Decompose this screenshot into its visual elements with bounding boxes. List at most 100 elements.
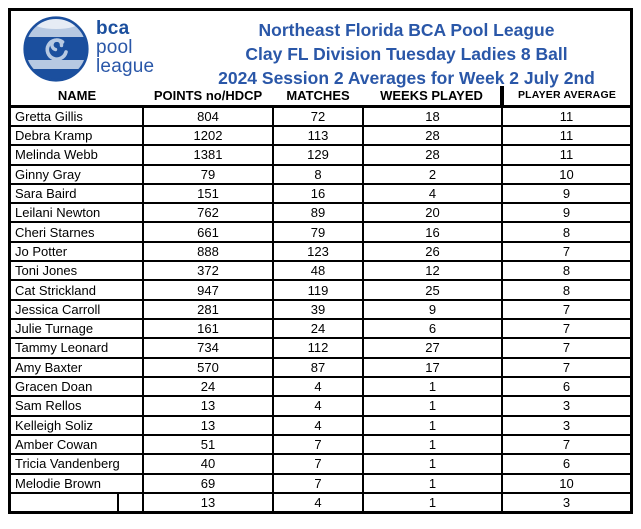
- average-cell: 9: [501, 202, 630, 224]
- points-cell: 804: [142, 105, 274, 127]
- col-header-weeks: WEEKS PLAYED: [363, 86, 502, 108]
- table-row: Amy Baxter 570 87 17 7: [11, 356, 630, 378]
- average-cell: 3: [501, 414, 630, 436]
- table-row: Cat Strickland 947 119 25 8: [11, 279, 630, 301]
- table-row: Jessica Carroll 281 39 9 7: [11, 298, 630, 321]
- table-footer-row: 13 4 1 3: [11, 491, 630, 511]
- matches-cell: 119: [272, 279, 364, 301]
- points-cell: 51: [142, 433, 274, 456]
- table-row: Melinda Webb 1381 129 28 11: [11, 144, 630, 166]
- title-line-2: Clay FL Division Tuesday Ladies 8 Ball: [245, 44, 568, 64]
- points-cell: 161: [142, 317, 274, 340]
- table-row: Kelleigh Soliz 13 4 1 3: [11, 414, 630, 436]
- logo-text-pool: pool: [96, 37, 133, 58]
- weeks-cell: 20: [362, 202, 503, 224]
- weeks-cell: 16: [362, 221, 503, 243]
- weeks-cell: 28: [362, 124, 503, 147]
- weeks-cell: 25: [362, 279, 503, 301]
- matches-cell: 72: [272, 105, 364, 127]
- logo-text-bca: bca: [96, 18, 130, 39]
- weeks-cell: 4: [362, 182, 503, 205]
- player-name-cell: Amy Baxter: [11, 356, 144, 378]
- points-cell: 24: [142, 375, 274, 398]
- table-row: Leilani Newton 762 89 20 9: [11, 202, 630, 224]
- player-name-cell: Melinda Webb: [11, 144, 144, 166]
- weeks-cell: 1: [362, 491, 503, 511]
- title-line-1: Northeast Florida BCA Pool League: [258, 20, 555, 40]
- table-row: Tammy Leonard 734 112 27 7: [11, 337, 630, 359]
- matches-cell: 87: [272, 356, 364, 378]
- bca-logo: bca pool league: [11, 11, 183, 82]
- points-cell: 13: [142, 491, 274, 511]
- average-cell: 7: [501, 240, 630, 263]
- average-cell: 8: [501, 260, 630, 282]
- player-name-cell: Sara Baird: [11, 182, 144, 205]
- average-cell: 7: [501, 298, 630, 321]
- player-name-cell: Toni Jones: [11, 260, 144, 282]
- average-cell: 8: [501, 221, 630, 243]
- weeks-cell: 17: [362, 356, 503, 378]
- weeks-cell: 9: [362, 298, 503, 321]
- average-cell: 6: [501, 453, 630, 475]
- player-table-body: Gretta Gillis 804 72 18 11 Debra Kramp 1202 113…: [11, 105, 630, 511]
- player-averages-table: NAME POINTS no/HDCP MATCHES WEEKS PLAYED…: [11, 86, 630, 511]
- player-name-cell: Tricia Vandenberg: [11, 453, 144, 475]
- player-name-cell: Ginny Gray: [11, 163, 144, 185]
- player-name-cell: Melodie Brown: [11, 472, 144, 494]
- matches-cell: 4: [272, 491, 364, 511]
- matches-cell: 48: [272, 260, 364, 282]
- weeks-cell: 1: [362, 395, 503, 417]
- player-name-cell: Amber Cowan: [11, 433, 144, 456]
- matches-cell: 123: [272, 240, 364, 263]
- weeks-cell: 1: [362, 433, 503, 456]
- weeks-cell: 1: [362, 453, 503, 475]
- matches-cell: 7: [272, 472, 364, 494]
- player-name-cell: Gracen Doan: [11, 375, 144, 398]
- table-row: Gretta Gillis 804 72 18 11: [11, 105, 630, 127]
- table-row: Gracen Doan 24 4 1 6: [11, 375, 630, 398]
- table-row: Debra Kramp 1202 113 28 11: [11, 124, 630, 147]
- average-cell: 11: [501, 124, 630, 147]
- matches-cell: 4: [272, 414, 364, 436]
- document-frame: bca pool league Northeast Florida BCA Po…: [8, 8, 633, 514]
- matches-cell: 24: [272, 317, 364, 340]
- average-cell: 3: [501, 491, 630, 511]
- player-name-cell: Cheri Starnes: [11, 221, 144, 243]
- player-name-cell: Debra Kramp: [11, 124, 144, 147]
- col-header-average: PLAYER AVERAGE: [500, 86, 630, 108]
- matches-cell: 7: [272, 433, 364, 456]
- title-block: Northeast Florida BCA Pool League Clay F…: [183, 11, 630, 90]
- table-row: Sara Baird 151 16 4 9: [11, 182, 630, 205]
- matches-cell: 129: [272, 144, 364, 166]
- points-cell: 281: [142, 298, 274, 321]
- player-name-cell: Tammy Leonard: [11, 337, 144, 359]
- points-cell: 888: [142, 240, 274, 263]
- weeks-cell: 6: [362, 317, 503, 340]
- player-name-cell: Leilani Newton: [11, 202, 144, 224]
- matches-cell: 112: [272, 337, 364, 359]
- points-cell: 372: [142, 260, 274, 282]
- player-name-cell: Jessica Carroll: [11, 298, 144, 321]
- points-cell: 13: [142, 395, 274, 417]
- average-cell: 3: [501, 395, 630, 417]
- report-header: bca pool league Northeast Florida BCA Po…: [11, 11, 630, 88]
- table-row: Cheri Starnes 661 79 16 8: [11, 221, 630, 243]
- title-line-3: 2024 Session 2 Averages for Week 2 July …: [218, 68, 595, 88]
- points-cell: 1381: [142, 144, 274, 166]
- points-cell: 151: [142, 182, 274, 205]
- table-row: Tricia Vandenberg 40 7 1 6: [11, 453, 630, 475]
- bca-ball-logo-icon: [23, 16, 89, 82]
- weeks-cell: 28: [362, 144, 503, 166]
- player-name-cell: Gretta Gillis: [11, 105, 144, 127]
- player-name-cell: Sam Rellos: [11, 395, 144, 417]
- weeks-cell: 1: [362, 414, 503, 436]
- average-cell: 7: [501, 317, 630, 340]
- col-header-name: NAME: [11, 86, 143, 108]
- average-cell: 10: [501, 163, 630, 185]
- table-row: Amber Cowan 51 7 1 7: [11, 433, 630, 456]
- weeks-cell: 18: [362, 105, 503, 127]
- logo-text-league: league: [96, 56, 155, 77]
- weeks-cell: 27: [362, 337, 503, 359]
- average-cell: 7: [501, 337, 630, 359]
